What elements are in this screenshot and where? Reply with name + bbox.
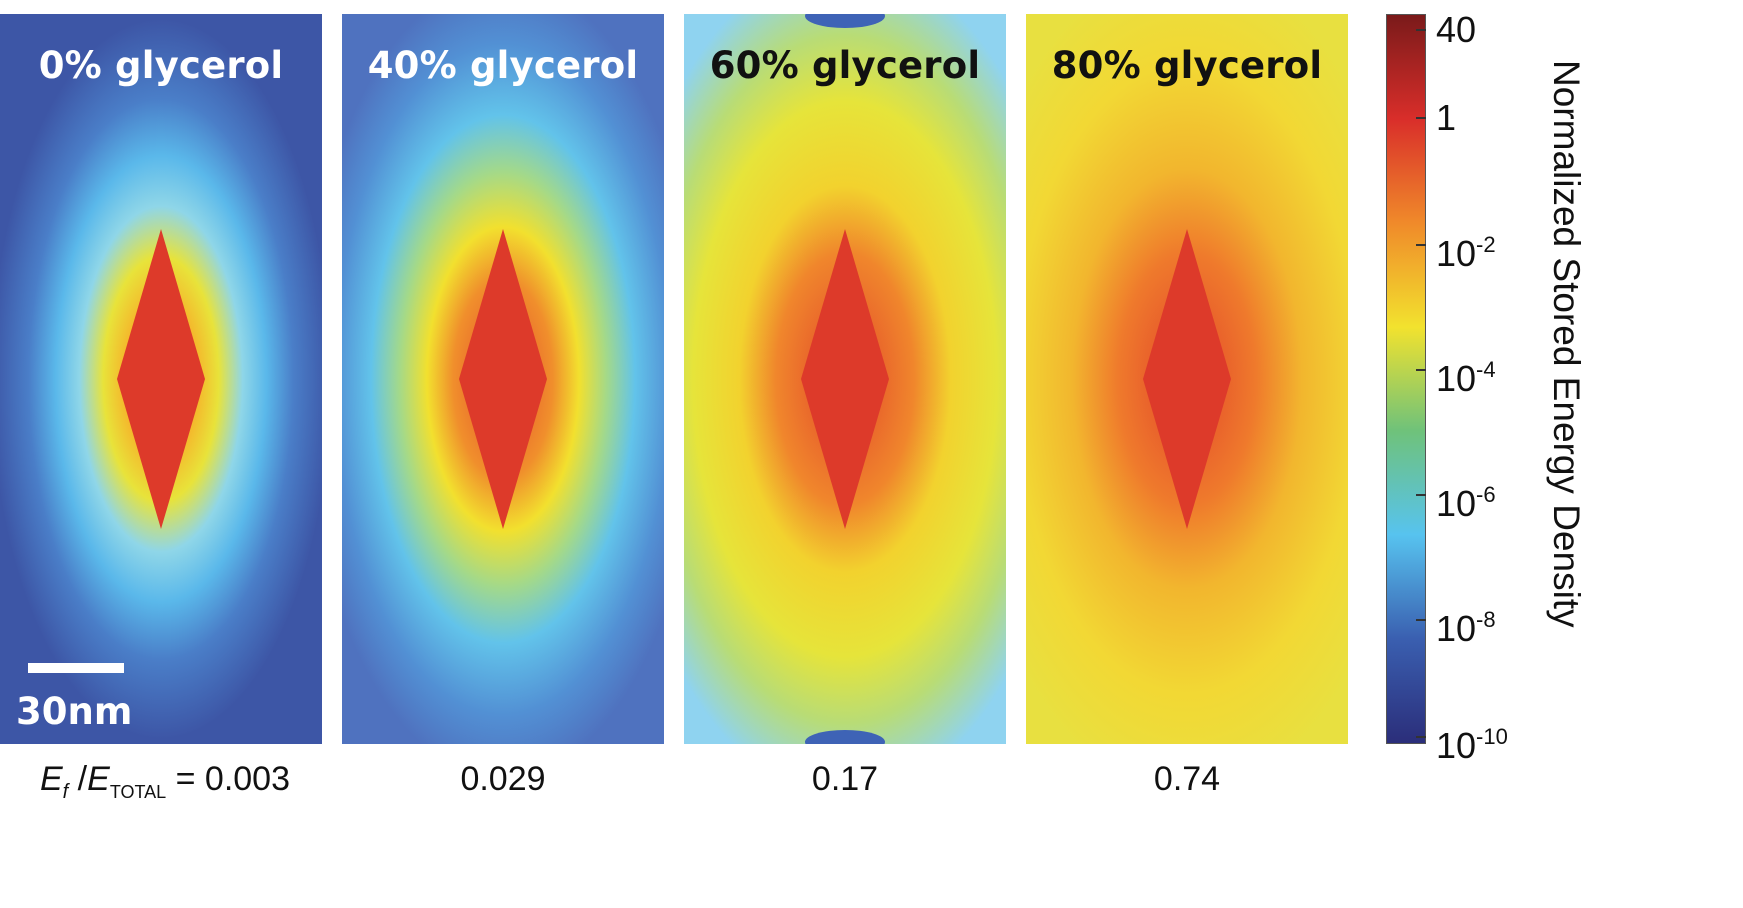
fraction-value: 0.003 — [204, 760, 291, 798]
panel-80-glycerol: 80% glycerol — [1026, 14, 1348, 744]
field-map-40 — [342, 14, 664, 744]
energy-fraction-80: 0.74 — [1153, 760, 1221, 798]
colorbar-tick — [1416, 369, 1426, 371]
colorbar-title: Normalized Stored Energy Density — [1546, 60, 1587, 628]
scale-bar-label: 30nm — [16, 690, 133, 733]
panel-title: 0% glycerol — [38, 44, 284, 87]
energy-fraction-0: Ef /ETOTAL = 0.003 — [39, 760, 291, 803]
colorbar-tick — [1416, 29, 1426, 31]
field-map-0 — [0, 14, 322, 744]
panel-title: 40% glycerol — [367, 44, 639, 87]
colorbar-tick-label: 1 — [1436, 97, 1457, 138]
colorbar-tick — [1416, 736, 1426, 738]
panel-60-glycerol: 60% glycerol — [684, 14, 1006, 744]
energy-fraction-60: 0.17 — [811, 760, 879, 798]
energy-fraction-40: 0.029 — [460, 760, 546, 798]
colorbar — [1386, 14, 1426, 744]
colorbar-tick-label: 10-6 — [1436, 482, 1496, 524]
panel-title: 80% glycerol — [1051, 44, 1323, 87]
fraction-symbol-e: E — [39, 760, 63, 798]
fraction-sub-total: TOTAL — [109, 781, 167, 802]
fraction-sub-f: f — [62, 780, 69, 803]
panel-0-glycerol: 0% glycerol 30nm — [0, 14, 322, 744]
colorbar-tick — [1416, 619, 1426, 621]
fraction-symbol-e-total: E — [87, 760, 110, 798]
fraction-equals: = — [166, 760, 205, 798]
colorbar-tick-label: 40 — [1436, 9, 1477, 50]
colorbar-tick — [1416, 117, 1426, 119]
field-map-60 — [684, 14, 1006, 744]
colorbar-tick-label: 10-8 — [1436, 607, 1496, 649]
panel-40-glycerol: 40% glycerol — [342, 14, 664, 744]
colorbar-tick-label: 10-2 — [1436, 232, 1496, 274]
colorbar-tick-label: 10-10 — [1436, 724, 1508, 766]
colorbar-tick — [1416, 244, 1426, 246]
colorbar-tick-label: 10-4 — [1436, 357, 1496, 399]
colorbar-tick — [1416, 494, 1426, 496]
scale-bar — [28, 663, 124, 673]
panel-title: 60% glycerol — [709, 44, 981, 87]
field-map-80 — [1026, 14, 1348, 744]
